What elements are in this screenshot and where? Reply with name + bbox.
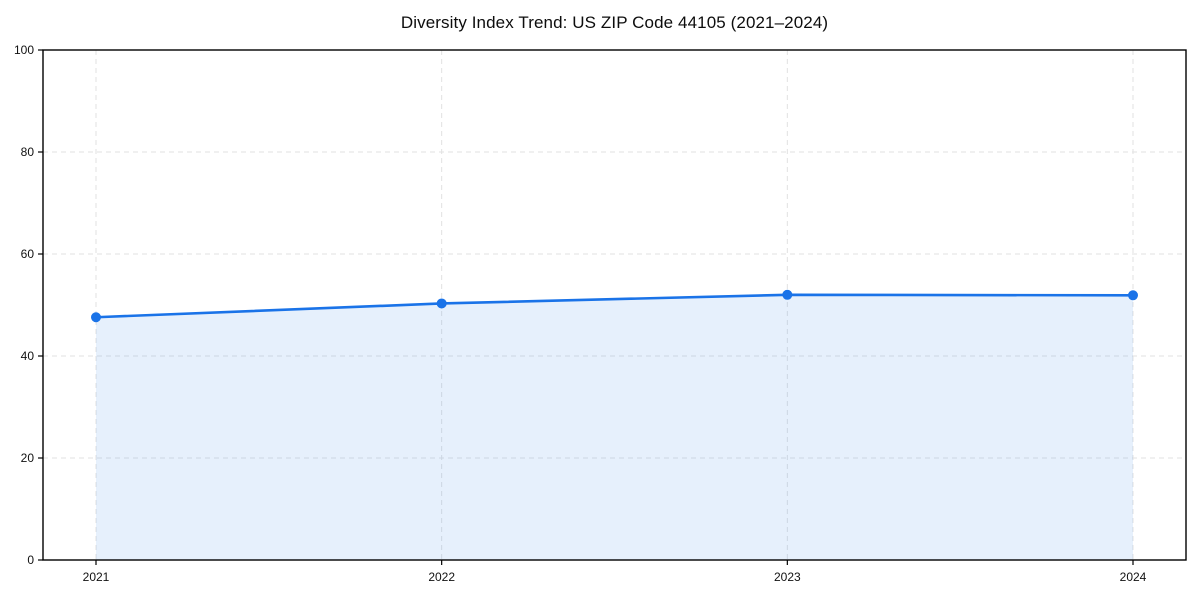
x-tick-label: 2023 [774, 570, 801, 584]
data-point [91, 312, 101, 323]
y-tick-label: 100 [14, 43, 34, 57]
x-tick-label: 2021 [83, 570, 110, 584]
y-tick-label: 20 [21, 451, 35, 465]
plot-border [42, 49, 1187, 561]
y-tick-label: 40 [21, 349, 35, 363]
data-point [1128, 290, 1138, 301]
x-tick-label: 2022 [428, 570, 455, 584]
data-point [436, 298, 447, 309]
x-tick-label: 2024 [1120, 570, 1147, 584]
y-tick-label: 60 [21, 247, 35, 261]
data-point [782, 289, 793, 300]
y-tick-label: 80 [21, 145, 35, 159]
chart-title: Diversity Index Trend: US ZIP Code 44105… [400, 13, 829, 32]
y-tick-label: 0 [27, 553, 34, 567]
area-fill [96, 294, 1133, 560]
trend-line [94, 293, 1135, 319]
